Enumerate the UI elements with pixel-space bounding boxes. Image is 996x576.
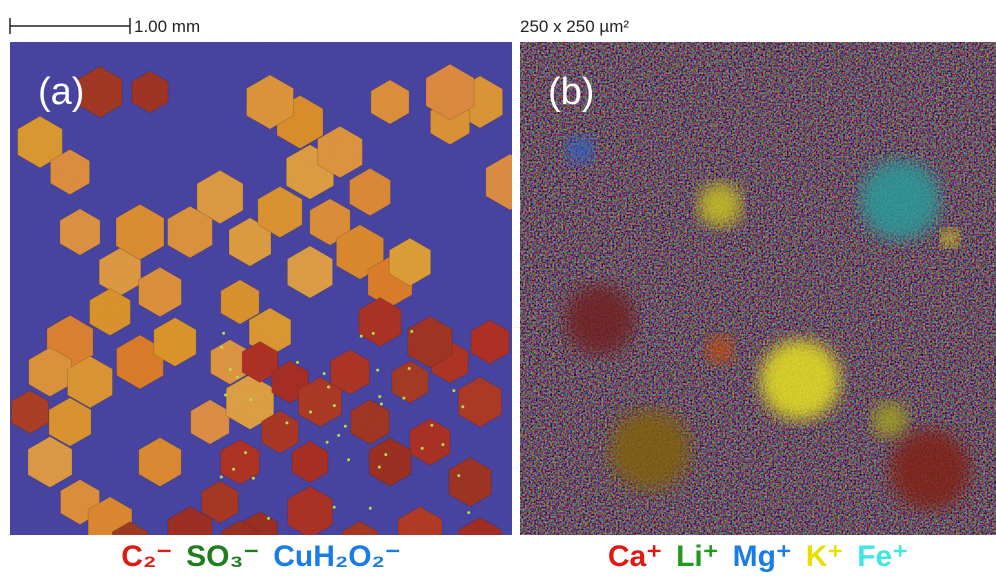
scale-note: 250 x 250 µm² [520,17,629,36]
blob [890,430,970,510]
panel-label: (b) [548,71,594,113]
blob [706,336,734,364]
blob [941,229,959,247]
scale-bar [10,18,130,34]
blob [698,183,742,227]
blob [565,285,635,355]
scale-bar-label: 1.00 mm [134,17,200,36]
legend-a: C₂⁻ SO₃⁻ CuH₂O₂⁻ [121,540,400,573]
legend-entry: C₂⁻ [121,540,172,573]
texture [10,42,512,535]
blob [860,160,940,240]
image-b [520,42,996,535]
legend-entry: Li⁺ [676,540,719,573]
legend-entry: Ca⁺ [608,540,662,573]
legend-entry: Mg⁺ [733,540,792,573]
legend-entry: K⁺ [806,540,844,573]
blob [872,402,908,438]
blob [760,340,840,420]
figure: 1.00 mm 250 x 250 µm² (a) (b) C₂⁻ SO₃⁻ CuH… [0,0,996,576]
legend-b: Ca⁺ Li⁺ Mg⁺ K⁺ Fe⁺ [608,540,908,573]
blob [566,136,594,164]
legend-entry: SO₃⁻ [186,540,259,573]
legend-entry: Fe⁺ [857,540,908,573]
legend-entry: CuH₂O₂⁻ [273,540,401,573]
blob [610,410,690,490]
panel-label: (a) [38,71,84,113]
